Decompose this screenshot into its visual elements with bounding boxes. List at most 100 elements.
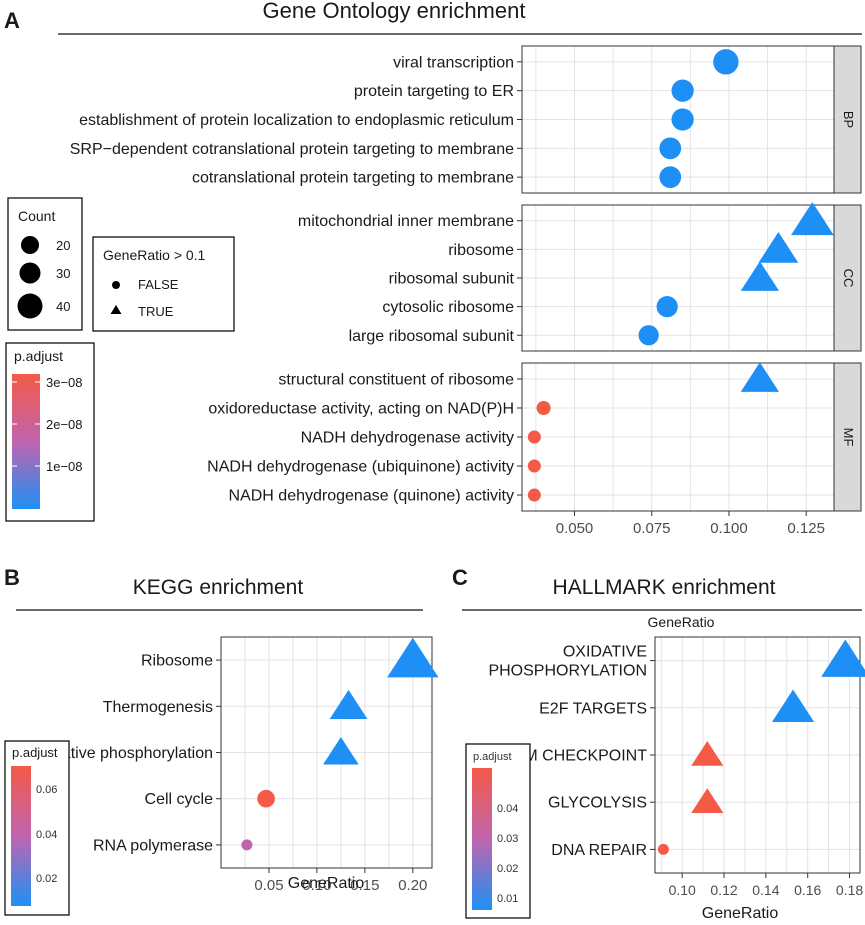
padj-legend-go-tick-2e-08: 2e−08 (46, 417, 83, 432)
count-legend-label-30: 30 (56, 266, 70, 281)
shape-legend-title: GeneRatio > 0.1 (103, 247, 206, 263)
go-facet-cc: CC mitochondrial inner membrane ribosome ri… (298, 202, 862, 352)
go-term-label: cotranslational protein targeting to mem… (192, 170, 514, 187)
go-term-label: ribosomal subunit (389, 271, 515, 288)
go-point-oxidoreductase-activity-acting-on-nad-p-h (536, 400, 551, 415)
go-term-label: cytosolic ribosome (382, 299, 514, 316)
padj-legend-kegg-tick-006: 0.06 (36, 784, 57, 796)
count-legend-label-40: 40 (56, 299, 70, 314)
hallmark-xtick-label: 0.18 (836, 882, 863, 898)
hallmark-term-label-line: OXIDATIVE (563, 644, 647, 661)
kegg-xtick-label: 0.05 (254, 877, 283, 894)
hallmark-term-label: E2F TARGETS (539, 700, 647, 717)
kegg-term-label: Cell cycle (145, 791, 214, 808)
go-point-cotranslational-protein-targeting-to-membrane (659, 166, 682, 189)
go-term-label: large ribosomal subunit (349, 328, 515, 345)
go-facet-bp: BP viral transcription protein targeting t… (70, 45, 862, 194)
hallmark-point-g2m-checkpoint (691, 741, 724, 766)
go-term-label: mitochondrial inner membrane (298, 213, 514, 230)
go-facet-strip (833, 45, 862, 194)
count-legend-dot-20 (21, 236, 39, 254)
go-term-label: viral transcription (393, 54, 514, 71)
kegg-xtick-label: 0.20 (398, 877, 427, 894)
kegg-xtick-label: 0.10 (302, 877, 331, 894)
padj-legend-hallmark-tick-002: 0.02 (497, 863, 518, 875)
padj-legend-kegg: p.adjust 0.06 0.04 0.02 (4, 740, 70, 916)
kegg-term-label-line: Thermogenesis (103, 699, 213, 716)
go-facet-mf: MF structural constituent of ribosome oxid… (207, 362, 862, 512)
padj-legend-go: p.adjust 3e−08 2e−08 1e−08 (5, 342, 95, 522)
hallmark-term-label-line: G2M CHECKPOINT (503, 748, 647, 765)
kegg-title: KEGG enrichment (133, 576, 304, 599)
go-point-srp-dependent-cotranslational-protein-targeting-to-membrane (659, 137, 682, 160)
go-facet-strip (833, 362, 862, 512)
go-term-label: establishment of protein localization to… (79, 112, 514, 129)
padj-legend-go-tick-3e-08: 3e−08 (46, 375, 83, 390)
kegg-point-thermogenesis (329, 689, 368, 719)
go-facet-label-cc: CC (841, 269, 856, 288)
go-point-protein-targeting-to-er (671, 79, 694, 102)
go-point-mitochondrial-inner-membrane (790, 202, 834, 236)
kegg-term-label: Ribosome (141, 653, 213, 670)
padj-legend-kegg-tick-002: 0.02 (36, 873, 57, 885)
go-x-axis: 0.050 0.075 0.100 0.125 (556, 511, 825, 537)
go-point-ribosomal-subunit (740, 261, 780, 291)
go-term-label: SRP−dependent cotranslational protein ta… (70, 141, 514, 158)
kegg-point-oxidative-phosphorylation (323, 737, 359, 765)
hallmark-term-label-line: GLYCOLYSIS (548, 795, 647, 812)
hallmark-xtick-label: 0.12 (710, 882, 737, 898)
go-term-label: NADH dehydrogenase activity (301, 430, 514, 447)
hallmark-term-label-line: DNA REPAIR (551, 842, 647, 859)
count-legend: Count 20 30 40 (7, 197, 83, 331)
go-term-label: oxidoreductase activity, acting on NAD(P… (208, 400, 514, 417)
hallmark-term-label: G2M CHECKPOINT (503, 748, 647, 765)
kegg-term-label-line: Cell cycle (145, 791, 214, 808)
go-term-label: ribosome (448, 242, 514, 259)
hallmark-xtick-label: 0.16 (794, 882, 821, 898)
panel-letter-b: B (4, 565, 20, 590)
shape-legend-triangle-icon (110, 305, 122, 314)
hallmark-point-glycolysis (691, 788, 724, 813)
padj-legend-kegg-tick-004: 0.04 (36, 829, 57, 841)
hallmark-term-label: OXIDATIVE PHOSPHORYLATION (488, 644, 647, 680)
go-point-structural-constituent-of-ribosome (740, 362, 780, 392)
padj-legend-go-title: p.adjust (14, 348, 63, 364)
panel-letter-c: C (452, 565, 468, 590)
padj-legend-hallmark-tick-001: 0.01 (497, 893, 518, 905)
padj-legend-hallmark-title: p.adjust (473, 751, 512, 763)
go-xtick-label: 0.125 (787, 520, 825, 537)
padj-legend-kegg-colorbar (11, 766, 31, 906)
go-term-label: protein targeting to ER (354, 83, 514, 100)
hallmark-term-label-line: E2F TARGETS (539, 700, 647, 717)
kegg-term-label: RNA polymerase (93, 837, 213, 854)
hallmark-x-label: GeneRatio (702, 905, 779, 922)
kegg-term-label: Thermogenesis (103, 699, 213, 716)
hallmark-xtick-label: 0.14 (752, 882, 779, 898)
go-facet-label-mf: MF (841, 428, 856, 447)
padj-legend-hallmark: p.adjust 0.04 0.03 0.02 0.01 (465, 743, 531, 919)
kegg-term-label-line: RNA polymerase (93, 837, 213, 854)
hallmark-term-label-line: PHOSPHORYLATION (488, 663, 647, 680)
go-point-large-ribosomal-subunit (638, 325, 659, 346)
count-legend-dot-30 (19, 262, 41, 284)
hallmark-term-label: DNA REPAIR (551, 842, 647, 859)
go-point-nadh-dehydrogenase-ubiquinone-activity (527, 459, 541, 473)
shape-legend: GeneRatio > 0.1 FALSE TRUE (92, 236, 235, 332)
kegg-point-rna-polymerase (241, 839, 253, 851)
kegg-term-label-line: Ribosome (141, 653, 213, 670)
hallmark-subtitle: GeneRatio (648, 614, 715, 630)
go-plot-area: BP viral transcription protein targeting t… (70, 45, 862, 512)
go-xtick-label: 0.075 (633, 520, 671, 537)
shape-legend-label-false: FALSE (138, 277, 179, 292)
go-title: Gene Ontology enrichment (263, 0, 526, 23)
count-legend-dot-40 (17, 293, 43, 319)
kegg-point-cell-cycle (257, 789, 275, 808)
hallmark-title: HALLMARK enrichment (553, 576, 776, 599)
count-legend-title: Count (18, 208, 55, 224)
go-term-label: NADH dehydrogenase (quinone) activity (229, 488, 514, 505)
count-legend-label-20: 20 (56, 238, 70, 253)
kegg-term-label: Oxidative phosphorylation (29, 745, 213, 762)
go-point-ribosome (758, 232, 799, 263)
go-point-nadh-dehydrogenase-activity (527, 430, 541, 444)
